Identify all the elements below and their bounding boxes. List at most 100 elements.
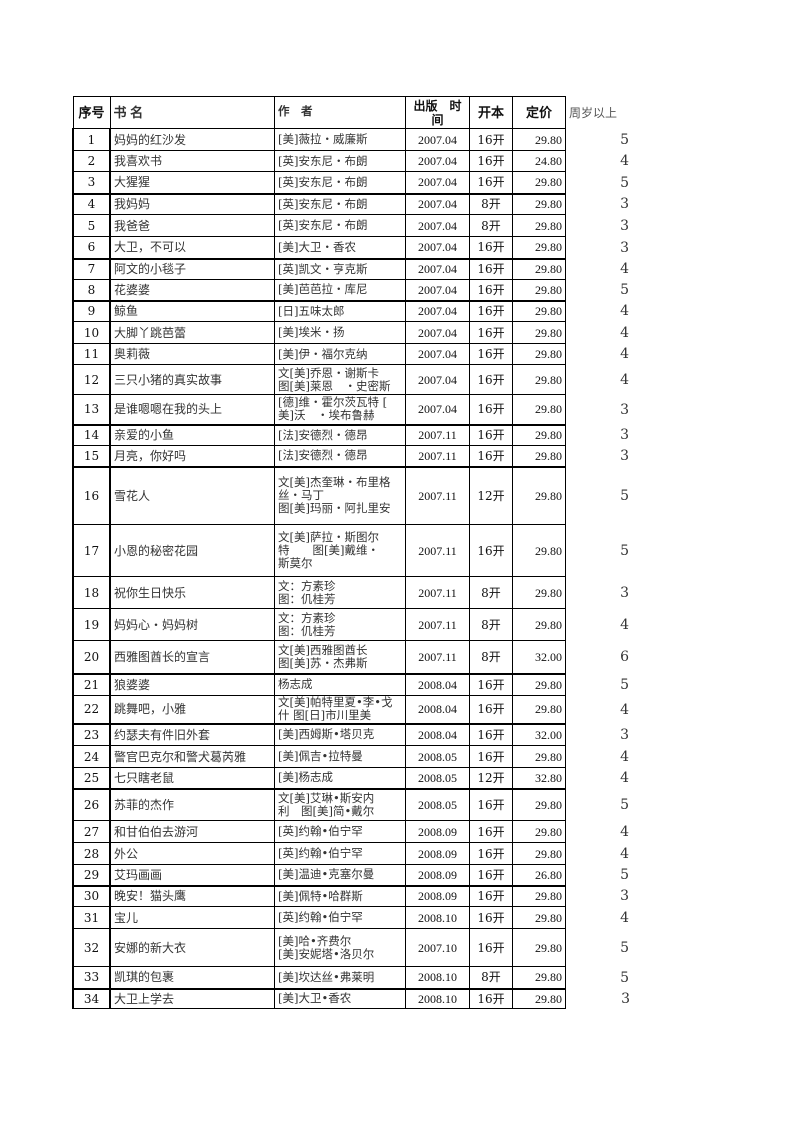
book-price: 29.80 xyxy=(512,787,566,821)
book-format: 16开 xyxy=(469,364,513,395)
publish-date: 2008.05 xyxy=(405,767,470,789)
book-price: 24.80 xyxy=(512,150,566,172)
header-size: 开本 xyxy=(469,96,513,129)
min-age: 4 xyxy=(620,748,629,765)
book-title: 花婆婆 xyxy=(109,279,275,301)
book-title: 凯琪的包裹 xyxy=(109,966,275,989)
book-price: 29.80 xyxy=(512,445,566,467)
author-line: [日]五味太郎 xyxy=(278,303,345,318)
publish-date: 2007.04 xyxy=(405,128,470,151)
table-row: 19 妈妈心・妈妈树 文：方素珍 图：仉桂芳 2007.11 8开 29.80 4 xyxy=(72,608,633,641)
publish-date: 2007.04 xyxy=(405,236,470,259)
author-line: 利 图[美]简•戴尔 xyxy=(278,803,375,818)
table-row: 17 小恩的秘密花园 文[美]萨拉・斯图尔特 图[美]戴维・ 斯莫尔 2007.11 16… xyxy=(72,524,633,577)
book-author: [美]芭芭拉・库尼 xyxy=(274,279,406,301)
book-list-table: 序号 书 名 作 者 出版 时间 开本 定价 周岁以上 1 妈妈的红沙发 [美]薇拉… xyxy=(72,96,634,1009)
book-price: 29.80 xyxy=(512,884,566,907)
publish-date: 2007.11 xyxy=(405,524,470,577)
author-line: 图[美]玛丽・阿扎里安 xyxy=(278,501,391,516)
book-format: 8开 xyxy=(469,576,513,609)
min-age: 5 xyxy=(620,174,629,191)
book-price: 29.80 xyxy=(512,672,566,696)
book-title: 大卫上学去 xyxy=(109,987,275,1009)
table-row: 18 祝你生日快乐 文：方素珍 图：仉桂芳 2007.11 8开 29.80 3 xyxy=(72,576,633,609)
book-format: 12开 xyxy=(469,465,513,525)
book-author: [美]伊・福尔克纳 xyxy=(274,343,406,365)
publish-date: 2007.04 xyxy=(405,299,470,322)
book-title: 小恩的秘密花园 xyxy=(109,524,275,577)
book-format: 16开 xyxy=(469,695,513,724)
row-number: 14 xyxy=(72,423,111,446)
book-price: 29.80 xyxy=(512,695,566,724)
author-line: [美]埃米・扬 xyxy=(278,325,345,339)
book-author: [英]安东尼・布朗 xyxy=(274,214,406,237)
book-title: 狼婆婆 xyxy=(109,672,275,696)
author-line: [美]佩吉•拉特曼 xyxy=(278,749,363,763)
author-line: [英]安东尼・布朗 xyxy=(278,153,368,168)
book-price: 29.80 xyxy=(512,576,566,609)
book-format: 16开 xyxy=(469,236,513,259)
author-line: [美]杨志成 xyxy=(278,770,333,785)
book-title: 跳舞吧，小雅 xyxy=(109,695,275,724)
publish-date: 2008.05 xyxy=(405,745,470,768)
book-format: 12开 xyxy=(469,767,513,789)
publish-date: 2007.04 xyxy=(405,343,470,365)
book-author: 文：方素珍 图：仉桂芳 xyxy=(274,608,406,641)
publish-date: 2008.09 xyxy=(405,884,470,907)
min-age: 5 xyxy=(620,282,629,298)
book-format: 16开 xyxy=(469,394,513,425)
author-line: [美]温迪•克塞尔曼 xyxy=(278,867,375,882)
book-title: 祝你生日快乐 xyxy=(109,576,275,609)
book-format: 8开 xyxy=(469,608,513,641)
min-age: 5 xyxy=(620,676,629,693)
book-title: 月亮，你好吗 xyxy=(109,445,275,467)
book-title: 鲸鱼 xyxy=(109,299,275,322)
header-no: 序号 xyxy=(72,96,111,129)
row-number: 6 xyxy=(72,236,111,259)
book-price: 32.00 xyxy=(512,722,566,746)
table-row: 11 奥莉薇 [美]伊・福尔克纳 2007.04 16开 29.80 4 xyxy=(72,343,633,365)
author-line: [英]凯文・亨克斯 xyxy=(278,261,368,276)
book-title: 我妈妈 xyxy=(109,192,275,215)
row-number: 23 xyxy=(72,722,111,746)
row-number: 30 xyxy=(72,884,111,907)
author-line: [美]薇拉・威廉斯 xyxy=(278,132,368,146)
table-row: 13 是谁嗯嗯在我的头上 [德]维・霍尔茨瓦特 [美]沃 ・埃布鲁赫 2007.04 1… xyxy=(72,394,633,425)
author-line: 文[美]艾琳•斯安内 xyxy=(278,790,375,805)
publish-date: 2008.09 xyxy=(405,820,470,843)
book-title: 和甘伯伯去游河 xyxy=(109,820,275,843)
publish-date: 2007.04 xyxy=(405,321,470,344)
book-author: [英]约翰•伯宁罕 xyxy=(274,842,406,865)
author-line: [美]坎达丝•弗莱明 xyxy=(278,969,375,984)
table-row: 22 跳舞吧，小雅 文[美]帕特里夏•李•戈什 图[日]市川里美 2008.04 16开… xyxy=(72,695,633,724)
book-author: 文[美]杰奎琳・布里格 丝・马丁 图[美]玛丽・阿扎里安 xyxy=(274,465,406,525)
book-author: [美]坎达丝•弗莱明 xyxy=(274,966,406,989)
publish-date: 2008.09 xyxy=(405,864,470,886)
author-line: [英]安东尼・布朗 xyxy=(278,218,368,232)
author-line: 图[美]苏・杰弗斯 xyxy=(278,655,368,670)
book-format: 16开 xyxy=(469,423,513,446)
book-price: 29.80 xyxy=(512,423,566,446)
min-age: 5 xyxy=(620,542,629,559)
book-author: [美]温迪•克塞尔曼 xyxy=(274,864,406,886)
book-title: 我爸爸 xyxy=(109,214,275,237)
book-author: [英]约翰•伯宁罕 xyxy=(274,906,406,929)
publish-date: 2007.04 xyxy=(405,257,470,280)
author-line: [英]约翰•伯宁罕 xyxy=(278,846,363,860)
author-line: [美]大卫・香农 xyxy=(278,239,356,254)
book-format: 16开 xyxy=(469,987,513,1009)
publish-date: 2008.05 xyxy=(405,787,470,821)
book-price: 29.80 xyxy=(512,987,566,1009)
table-row: 3 大猩猩 [英]安东尼・布朗 2007.04 16开 29.80 5 xyxy=(72,171,633,194)
book-author: 文[美]萨拉・斯图尔特 图[美]戴维・ 斯莫尔 xyxy=(274,524,406,577)
publish-date: 2007.04 xyxy=(405,394,470,425)
book-format: 16开 xyxy=(469,343,513,365)
author-line: 图：仉桂芳 xyxy=(278,623,336,638)
table-row: 8 花婆婆 [美]芭芭拉・库尼 2007.04 16开 29.80 5 xyxy=(72,279,633,301)
min-age: 6 xyxy=(620,649,629,665)
row-number: 27 xyxy=(72,820,111,843)
min-age: 3 xyxy=(621,990,630,1007)
book-price: 29.80 xyxy=(512,906,566,929)
header-title: 书 名 xyxy=(109,96,275,129)
author-line: 文[美]乔恩・谢斯卡 xyxy=(278,365,379,380)
